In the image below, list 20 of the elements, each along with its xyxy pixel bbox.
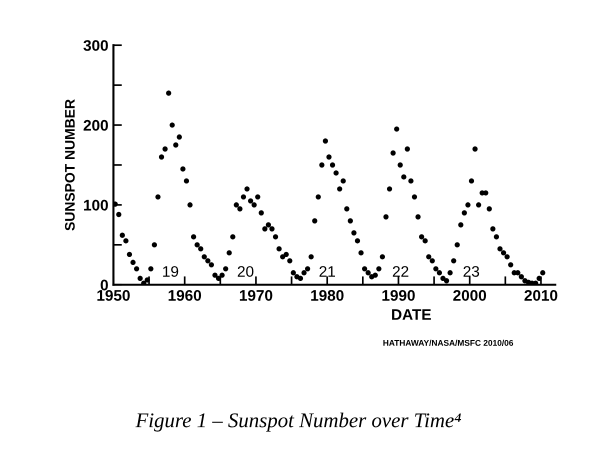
y-tick-label: 0 <box>100 280 108 290</box>
annotation: 19 <box>163 266 178 277</box>
y-tick-label: 200 <box>84 120 108 131</box>
annotation: 20 <box>238 266 254 277</box>
y-axis-title: SUNSPOT NUMBER <box>64 99 75 231</box>
text: HATHAWAY/NASA/MSFC 2010/06 <box>383 340 514 346</box>
x-tick-label: 1990 <box>382 290 415 301</box>
x-tick-label: 1970 <box>240 290 272 301</box>
text: Figure 1 – Sunspot Number over Time⁴ <box>135 412 462 432</box>
x-tick-label: 1960 <box>168 290 202 301</box>
x-tick-label: 2010 <box>524 290 558 301</box>
annotation: 23 <box>464 266 480 277</box>
x-tick-label: 1980 <box>311 290 344 301</box>
y-tick-label: 300 <box>83 40 108 51</box>
x-tick-label: 2000 <box>453 290 486 301</box>
annotation: 22 <box>392 266 408 277</box>
x-tick-label: 1950 <box>97 290 130 301</box>
x-axis-title: DATE <box>392 309 431 320</box>
y-tick-label: 100 <box>84 200 108 211</box>
annotation: 21 <box>320 266 336 277</box>
